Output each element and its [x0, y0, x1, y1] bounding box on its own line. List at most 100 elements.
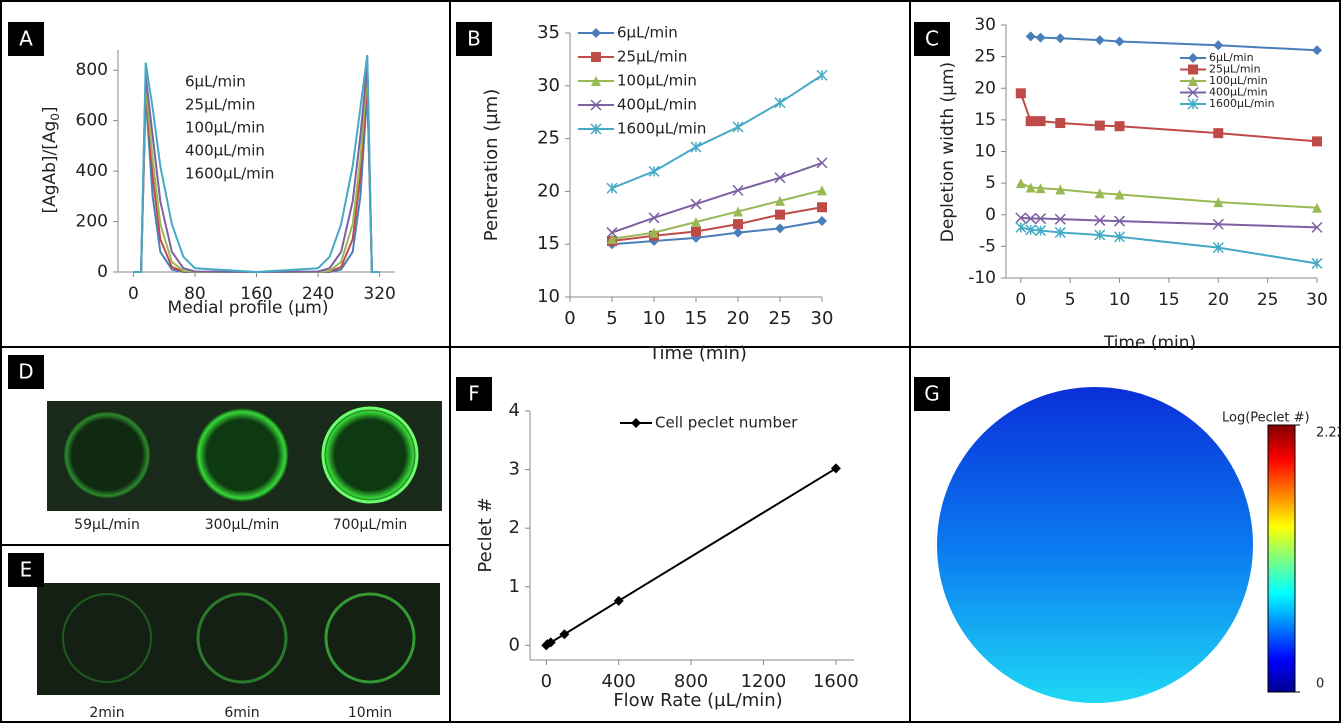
x-tick-label: 5 — [1065, 290, 1076, 310]
y-tick-label: 1 — [509, 576, 520, 597]
y-tick-label: 30 — [974, 15, 996, 35]
x-tick-label: 20 — [727, 308, 750, 329]
marker — [1312, 136, 1322, 146]
legend-marker — [631, 418, 641, 428]
marker — [817, 202, 827, 212]
image-caption: 10min — [348, 705, 392, 721]
series-line — [612, 221, 822, 244]
marker — [817, 216, 827, 226]
micrographs-d — [47, 401, 442, 511]
marker — [1016, 178, 1026, 188]
legend-marker — [1188, 65, 1198, 75]
marker — [1036, 116, 1046, 126]
y-tick-label: 2 — [509, 517, 520, 538]
y-tick-label: -5 — [979, 236, 996, 256]
marker — [775, 173, 785, 183]
y-tick-label: 200 — [76, 212, 108, 232]
marker — [831, 463, 841, 473]
y-tick-label: 30 — [537, 75, 560, 96]
x-axis-title: Time (min) — [1103, 333, 1196, 353]
y-tick-label: 0 — [985, 205, 996, 225]
panel-label: F — [468, 382, 480, 406]
legend-label: 6µL/min — [617, 24, 678, 42]
marker — [1026, 116, 1036, 126]
marker — [649, 166, 659, 176]
y-tick-label: 4 — [509, 400, 520, 421]
micrographs-e — [37, 583, 440, 695]
marker — [1213, 40, 1223, 50]
marker — [1095, 121, 1105, 131]
y-tick-label: 0 — [97, 262, 108, 282]
y-tick-label: 15 — [537, 233, 560, 254]
image-caption: 6min — [224, 705, 259, 721]
series-line — [1021, 183, 1317, 208]
series-line — [1031, 36, 1317, 50]
marker — [733, 122, 743, 132]
image-caption: 2min — [89, 705, 124, 721]
y-tick-label: -10 — [968, 268, 996, 288]
legend-label: 1600µL/min — [185, 165, 274, 183]
y-tick-label: 25 — [974, 47, 996, 67]
legend-label: 100µL/min — [185, 119, 265, 137]
marker — [775, 210, 785, 220]
marker — [691, 142, 701, 152]
marker — [1312, 45, 1322, 55]
y-tick-label: 0 — [509, 634, 520, 655]
panel-label: A — [19, 27, 33, 51]
colorbar-title: Log(Peclet #) — [1222, 411, 1310, 426]
x-tick-label: 5 — [606, 308, 617, 329]
colorbar-tick-label: 0 — [1316, 677, 1324, 692]
x-tick-label: 0 — [541, 671, 552, 692]
panel-label: D — [18, 360, 33, 384]
x-axis-title: Medial profile (µm) — [168, 298, 329, 318]
marker — [1055, 33, 1065, 43]
y-axis-title: [AgAb]/[Ag0] — [40, 106, 62, 213]
image-caption: 700µL/min — [333, 517, 408, 533]
y-axis-title: Peclet # — [475, 497, 496, 572]
marker — [691, 199, 701, 209]
y-tick-label: 20 — [974, 78, 996, 98]
marker — [775, 223, 785, 233]
y-axis-title-part: 0 — [48, 113, 62, 121]
y-tick-label: 400 — [76, 161, 108, 181]
panel-label: B — [467, 27, 481, 51]
marker — [1036, 33, 1046, 43]
marker — [1055, 118, 1065, 128]
panel-label: C — [925, 27, 939, 51]
x-tick-label: 0 — [1015, 290, 1026, 310]
legend-label: Cell peclet number — [655, 414, 798, 432]
y-tick-label: 25 — [537, 128, 560, 149]
x-tick-label: 25 — [769, 308, 792, 329]
marker — [607, 183, 617, 193]
marker — [614, 596, 624, 606]
legend-label: 1600µL/min — [617, 120, 706, 138]
x-tick-label: 30 — [1306, 290, 1328, 310]
y-axis-title-part: [AgAb]/[Ag — [40, 121, 60, 214]
marker — [817, 158, 827, 168]
legend-label: 25µL/min — [185, 96, 255, 114]
x-tick-label: 30 — [811, 308, 834, 329]
x-tick-label: 1200 — [741, 671, 787, 692]
x-tick-label: 10 — [643, 308, 666, 329]
y-tick-label: 35 — [537, 22, 560, 43]
y-axis-title-part: ] — [40, 106, 60, 113]
y-axis-title: Depletion width (µm) — [938, 62, 958, 242]
series-line — [1021, 227, 1317, 263]
image-caption: 300µL/min — [205, 517, 280, 533]
y-tick-label: 3 — [509, 459, 520, 480]
x-tick-label: 20 — [1207, 290, 1229, 310]
y-tick-label: 20 — [537, 180, 560, 201]
legend-label: 6µL/min — [185, 73, 246, 91]
colorbar-tick-label: 2.22 — [1316, 426, 1341, 441]
x-tick-label: 320 — [363, 284, 395, 304]
series-line — [546, 468, 836, 645]
x-axis-title: Time (min) — [648, 343, 747, 364]
marker — [691, 227, 701, 237]
marker — [649, 213, 659, 223]
legend-label: 100µL/min — [617, 72, 697, 90]
x-tick-label: 15 — [685, 308, 708, 329]
y-tick-label: 5 — [985, 173, 996, 193]
y-tick-label: 10 — [537, 286, 560, 307]
marker — [733, 185, 743, 195]
colorbar — [1268, 425, 1295, 692]
